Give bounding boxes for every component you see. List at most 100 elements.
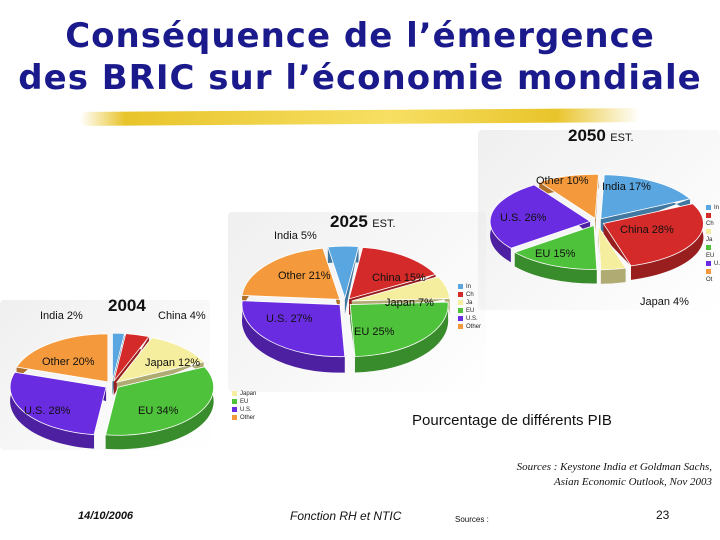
legend-swatch [232, 390, 237, 396]
slide-title-line1: Conséquence de l’émergence [65, 16, 655, 56]
label-2004-other: Other 20% [42, 356, 95, 368]
est-label: EST. [610, 132, 634, 144]
legend-swatch [232, 414, 237, 420]
pie-slice-eu [349, 301, 449, 357]
legend-swatch [706, 212, 711, 218]
pie-slice-japan [115, 337, 205, 383]
label-2025-japan: Japan 7% [385, 297, 434, 309]
label-2025-india: India 5% [274, 230, 317, 242]
label-2004-us: U.S. 28% [24, 405, 71, 417]
legend-item: U. [706, 260, 720, 268]
legend-label: Other [240, 415, 256, 421]
pie-slice-us [241, 300, 346, 358]
pie-slice-india [327, 245, 360, 300]
legend-item: EU [458, 307, 481, 315]
legend-2025: In Ch Ja EU U.S. Other [458, 283, 481, 331]
legend-label: U.S. [466, 316, 478, 322]
legend-swatch [706, 204, 711, 210]
footer-sources-label: Sources : [455, 515, 489, 524]
year-2050: 2050 EST. [568, 126, 634, 146]
slide-title-line2: des BRIC sur l’économie mondiale [18, 58, 702, 98]
label-2050-japan: Japan 4% [640, 296, 689, 308]
pie-2004 [9, 332, 215, 450]
chart-caption: Pourcentage de différents PIB [412, 412, 612, 429]
year-label: 2004 [108, 296, 146, 315]
pie-slice-other [241, 247, 341, 300]
sources-line2: Asian Economic Outlook, Nov 2003 [554, 476, 712, 488]
legend-item: Other [458, 323, 481, 331]
label-2025-other: Other 21% [278, 270, 331, 282]
pie-slice-china [348, 246, 437, 300]
legend-item: Other [232, 414, 256, 422]
legend-item: Ja [706, 228, 720, 244]
pie-slice-india [600, 174, 691, 220]
legend-swatch [232, 398, 237, 404]
legend-label: Ja [706, 237, 713, 243]
label-2004-india: India 2% [40, 310, 83, 322]
legend-swatch [458, 291, 463, 297]
legend-item: Ch [458, 291, 481, 299]
legend-label: Other [466, 324, 482, 330]
legend-item: Ja [458, 299, 481, 307]
label-2050-india: India 17% [602, 181, 651, 193]
legend-swatch [706, 228, 711, 234]
pie-2050 [489, 173, 704, 284]
pie-slice-us [489, 184, 591, 249]
legend-2050: In Ch Ja EU U. Ot [706, 204, 720, 284]
sources-line1: Sources : Keystone India et Goldman Sach… [516, 461, 712, 473]
year-label: 2050 [568, 126, 606, 145]
label-2050-china: China 28% [620, 224, 674, 236]
legend-swatch [458, 307, 463, 313]
pie-slice-china [602, 203, 704, 267]
label-2025-us: U.S. 27% [266, 313, 313, 325]
pie-slice-china [113, 333, 150, 382]
legend-swatch [706, 244, 711, 250]
page-number: 23 [656, 508, 670, 522]
pie-slice-other [15, 333, 109, 383]
pie-2025 [241, 245, 451, 373]
pie-slice-eu [513, 224, 598, 270]
legend-item: EU [706, 244, 720, 260]
pie-slice-japan [351, 276, 451, 302]
year-label: 2025 [330, 212, 368, 231]
legend-label: U.S. [240, 407, 252, 413]
est-label: EST. [372, 218, 396, 230]
legend-item: In [706, 204, 720, 212]
year-2025: 2025 EST. [330, 212, 396, 232]
legend-swatch [706, 268, 711, 274]
legend-item: Ot [706, 268, 720, 284]
label-2025-eu: EU 25% [354, 326, 395, 338]
legend-2004: Japan EU U.S. Other [232, 390, 256, 422]
legend-label: Ch [466, 292, 474, 298]
legend-item: U.S. [458, 315, 481, 323]
legend-item: U.S. [232, 406, 256, 414]
legend-label: Japan [240, 391, 257, 397]
legend-swatch [458, 299, 463, 305]
footer-date: 14/10/2006 [78, 510, 134, 522]
label-2004-japan: Japan 12% [145, 357, 201, 369]
legend-label: EU [240, 399, 249, 405]
legend-label: EU [706, 253, 715, 259]
label-2050-other: Other 10% [536, 175, 589, 187]
pie-slice-eu [105, 366, 215, 436]
legend-item: In [458, 283, 481, 291]
legend-swatch [706, 260, 711, 266]
legend-label: EU [466, 308, 475, 314]
legend-label: Ch [706, 221, 714, 227]
pie-slice-japan [597, 224, 627, 271]
label-2025-china: China 15% [372, 272, 426, 284]
sources-note: Sources : Keystone India et Goldman Sach… [382, 460, 712, 490]
legend-item: Japan [232, 390, 256, 398]
pie-slice-india [112, 332, 125, 382]
label-2004-eu: EU 34% [138, 405, 179, 417]
pie-slice-us [9, 371, 107, 436]
footer-center: Fonction RH et NTIC [290, 509, 402, 523]
legend-swatch [458, 283, 463, 289]
legend-swatch [458, 323, 463, 329]
label-2050-eu: EU 15% [535, 248, 576, 260]
year-2004: 2004 [108, 296, 146, 316]
pie-slice-other [538, 173, 599, 220]
label-2004-china: China 4% [158, 310, 206, 322]
legend-label: U. [714, 261, 720, 267]
